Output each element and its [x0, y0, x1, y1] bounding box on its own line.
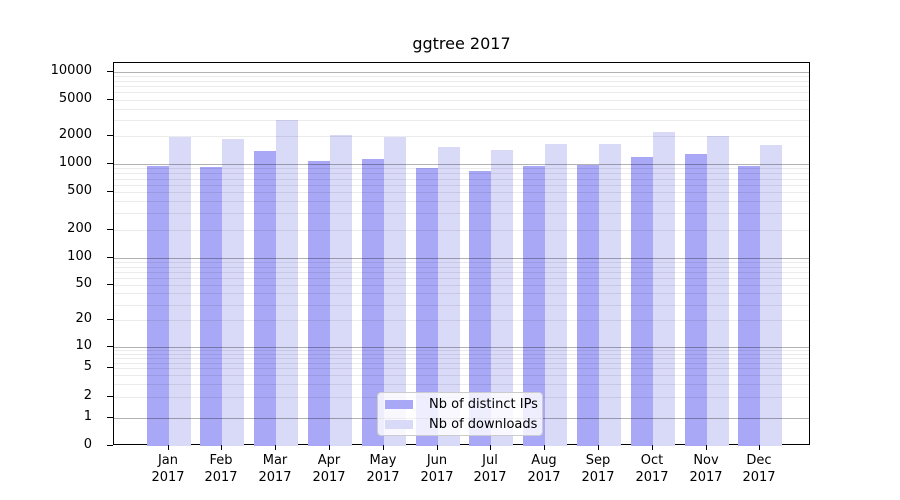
y-tick-mark — [107, 135, 113, 136]
ips-bar-jul — [469, 170, 492, 446]
y-tick-label: 1000 — [58, 155, 92, 170]
legend-item-distinct-ips: Nb of distinct IPs — [385, 396, 542, 412]
ips-bar-oct — [630, 157, 653, 446]
y-tick-label: 50 — [75, 276, 92, 291]
downloads-bar-jan — [168, 137, 191, 446]
y-tick-label: 20 — [75, 311, 92, 326]
ips-bar-sep — [576, 164, 599, 446]
y-tick-mark — [107, 191, 113, 192]
x-axis: Jan 2017 Feb 2017 Mar 2017 Apr 2017 May 2017 Jun 20… — [113, 445, 810, 500]
x-tick-label-aug: Aug 2017 — [527, 453, 561, 485]
y-tick-mark — [107, 284, 113, 285]
x-tick-label-dec: Dec 2017 — [742, 453, 776, 485]
y-tick-label: 5 — [83, 359, 92, 374]
y-tick-mark — [107, 346, 113, 347]
downloads-bar-jul — [491, 149, 514, 446]
x-tick-mark — [275, 445, 276, 450]
x-tick-label-mar: Mar 2017 — [258, 453, 292, 485]
downloads-bar-sep — [598, 144, 621, 446]
ips-bar-apr — [307, 160, 330, 446]
plot-area — [113, 62, 810, 446]
y-tick-label: 1 — [83, 409, 92, 424]
ips-bar-mar — [254, 150, 277, 446]
ips-bar-nov — [684, 154, 707, 446]
x-tick-label-feb: Feb 2017 — [204, 453, 238, 485]
y-tick-label: 10 — [75, 338, 92, 353]
y-tick-mark — [107, 445, 113, 446]
y-tick-mark — [107, 71, 113, 72]
x-tick-mark — [490, 445, 491, 450]
y-tick-label: 200 — [67, 221, 92, 236]
x-tick-label-apr: Apr 2017 — [312, 453, 346, 485]
x-tick-mark — [544, 445, 545, 450]
y-tick-mark — [107, 229, 113, 230]
x-tick-mark — [329, 445, 330, 450]
ips-bar-aug — [523, 166, 546, 446]
chart-title: ggtree 2017 — [412, 34, 511, 53]
downloads-bar-feb — [222, 139, 245, 446]
y-tick-label: 0 — [83, 437, 92, 452]
downloads-legend-swatch — [385, 419, 413, 429]
downloads-bar-aug — [545, 143, 568, 446]
downloads-bar-mar — [276, 120, 299, 446]
y-tick-mark — [107, 99, 113, 100]
x-tick-mark — [437, 445, 438, 450]
x-tick-label-nov: Nov 2017 — [689, 453, 723, 485]
x-tick-mark — [383, 445, 384, 450]
ips-bar-dec — [738, 166, 761, 446]
y-tick-mark — [107, 367, 113, 368]
x-tick-mark — [598, 445, 599, 450]
downloads-bar-dec — [760, 144, 783, 446]
y-axis: 0 1 2 5 10 20 50 100 200 500 1000 2000 5000 10000 — [0, 0, 113, 500]
downloads-bar-oct — [652, 131, 675, 446]
y-tick-label: 100 — [67, 249, 92, 264]
y-tick-label: 2 — [83, 388, 92, 403]
ips-bar-jun — [415, 168, 438, 446]
ips-bar-jan — [146, 166, 169, 446]
x-tick-label-may: May 2017 — [366, 453, 400, 485]
x-tick-mark — [168, 445, 169, 450]
x-tick-label-jun: Jun 2017 — [420, 453, 454, 485]
y-tick-mark — [107, 163, 113, 164]
legend: Nb of distinct IPs Nb of downloads — [377, 392, 543, 436]
legend-item-downloads: Nb of downloads — [385, 416, 542, 432]
x-tick-mark — [706, 445, 707, 450]
y-tick-mark — [107, 257, 113, 258]
y-tick-label: 10000 — [50, 63, 92, 78]
ips-bar-may — [361, 159, 384, 446]
legend-label-distinct-ips: Nb of distinct IPs — [429, 396, 538, 412]
downloads-bar-apr — [329, 135, 352, 446]
y-tick-label: 5000 — [58, 91, 92, 106]
x-tick-label-jan: Jan 2017 — [151, 453, 185, 485]
x-tick-label-sep: Sep 2017 — [581, 453, 615, 485]
downloads-bar-jun — [437, 147, 460, 446]
x-tick-label-jul: Jul 2017 — [473, 453, 507, 485]
x-tick-mark — [221, 445, 222, 450]
ips-bar-feb — [200, 166, 223, 446]
bars-layer — [114, 63, 809, 446]
downloads-bar-nov — [706, 136, 729, 446]
x-tick-mark — [759, 445, 760, 450]
ips-legend-swatch — [385, 399, 413, 409]
x-tick-label-oct: Oct 2017 — [635, 453, 669, 485]
y-tick-label: 500 — [67, 183, 92, 198]
downloads-bar-may — [383, 136, 406, 446]
legend-label-downloads: Nb of downloads — [429, 416, 538, 432]
y-tick-mark — [107, 319, 113, 320]
y-tick-mark — [107, 396, 113, 397]
x-tick-mark — [652, 445, 653, 450]
y-tick-label: 2000 — [58, 127, 92, 142]
y-tick-mark — [107, 417, 113, 418]
